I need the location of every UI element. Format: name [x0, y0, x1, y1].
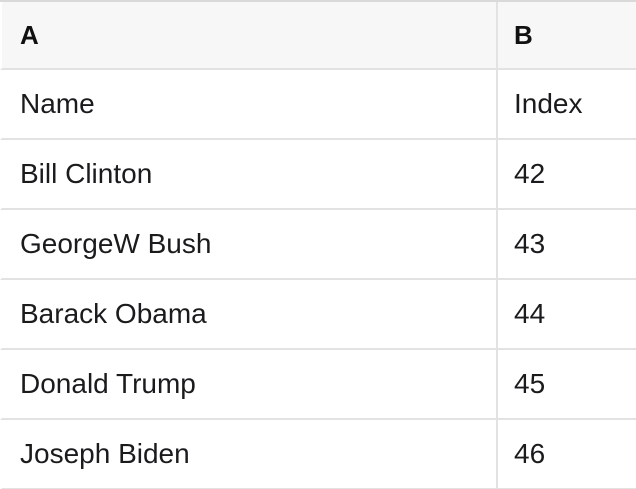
cell-index[interactable]: 42	[498, 140, 636, 208]
cell-text: 44	[514, 298, 546, 329]
column-header-a[interactable]: A	[2, 2, 498, 68]
cell-name[interactable]: Donald Trump	[2, 350, 498, 418]
column-header-a-label: A	[20, 19, 39, 50]
cell-name[interactable]: Bill Clinton	[2, 140, 498, 208]
cell-text: 46	[514, 438, 546, 469]
table-row: Name Index	[0, 70, 636, 140]
column-header-b[interactable]: B	[498, 2, 636, 68]
cell-index[interactable]: 45	[498, 350, 636, 418]
cell-index[interactable]: 44	[498, 280, 636, 348]
cell-text: Name	[20, 88, 95, 119]
cell-text: 45	[514, 368, 546, 399]
cell-index[interactable]: Index	[498, 70, 636, 138]
cell-text: 43	[514, 228, 546, 259]
cell-text: 42	[514, 158, 546, 189]
table-row: Bill Clinton 42	[0, 140, 636, 210]
table-row: Donald Trump 45	[0, 350, 636, 420]
cell-text: Index	[514, 88, 583, 119]
cell-name[interactable]: GeorgeW Bush	[2, 210, 498, 278]
column-header-row: A B	[0, 2, 636, 70]
cell-name[interactable]: Barack Obama	[2, 280, 498, 348]
cell-index[interactable]: 43	[498, 210, 636, 278]
cell-text: GeorgeW Bush	[20, 228, 212, 259]
cell-text: Joseph Biden	[20, 438, 190, 469]
table-row: Joseph Biden 46	[0, 420, 636, 489]
column-header-b-label: B	[514, 19, 533, 50]
cell-name[interactable]: Joseph Biden	[2, 420, 498, 488]
table-row: GeorgeW Bush 43	[0, 210, 636, 280]
cell-text: Donald Trump	[20, 368, 196, 399]
cell-index[interactable]: 46	[498, 420, 636, 488]
cell-name[interactable]: Name	[2, 70, 498, 138]
table-row: Barack Obama 44	[0, 280, 636, 350]
cell-text: Barack Obama	[20, 298, 207, 329]
cell-text: Bill Clinton	[20, 158, 153, 189]
